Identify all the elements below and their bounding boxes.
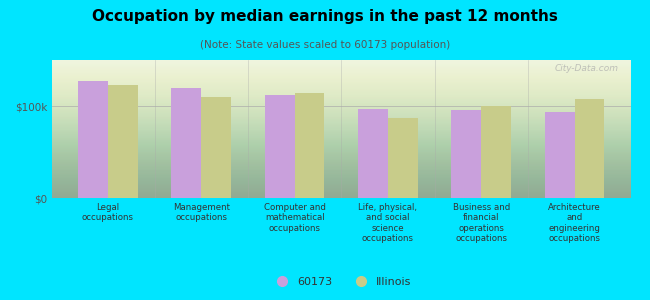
Bar: [545, 112, 575, 198]
Text: (Note: State values scaled to 60173 population): (Note: State values scaled to 60173 popu…: [200, 40, 450, 50]
Text: City-Data.com: City-Data.com: [555, 64, 619, 73]
Bar: [172, 88, 202, 198]
Bar: [358, 109, 388, 198]
Text: Occupation by median earnings in the past 12 months: Occupation by median earnings in the pas…: [92, 9, 558, 24]
Bar: [78, 81, 108, 198]
Bar: [481, 106, 511, 198]
Bar: [265, 95, 294, 198]
Bar: [451, 110, 481, 198]
Bar: [388, 118, 418, 198]
Bar: [202, 97, 231, 198]
Legend: 60173, Illinois: 60173, Illinois: [266, 273, 416, 292]
Bar: [108, 85, 138, 198]
Bar: [294, 93, 324, 198]
Bar: [575, 99, 604, 198]
